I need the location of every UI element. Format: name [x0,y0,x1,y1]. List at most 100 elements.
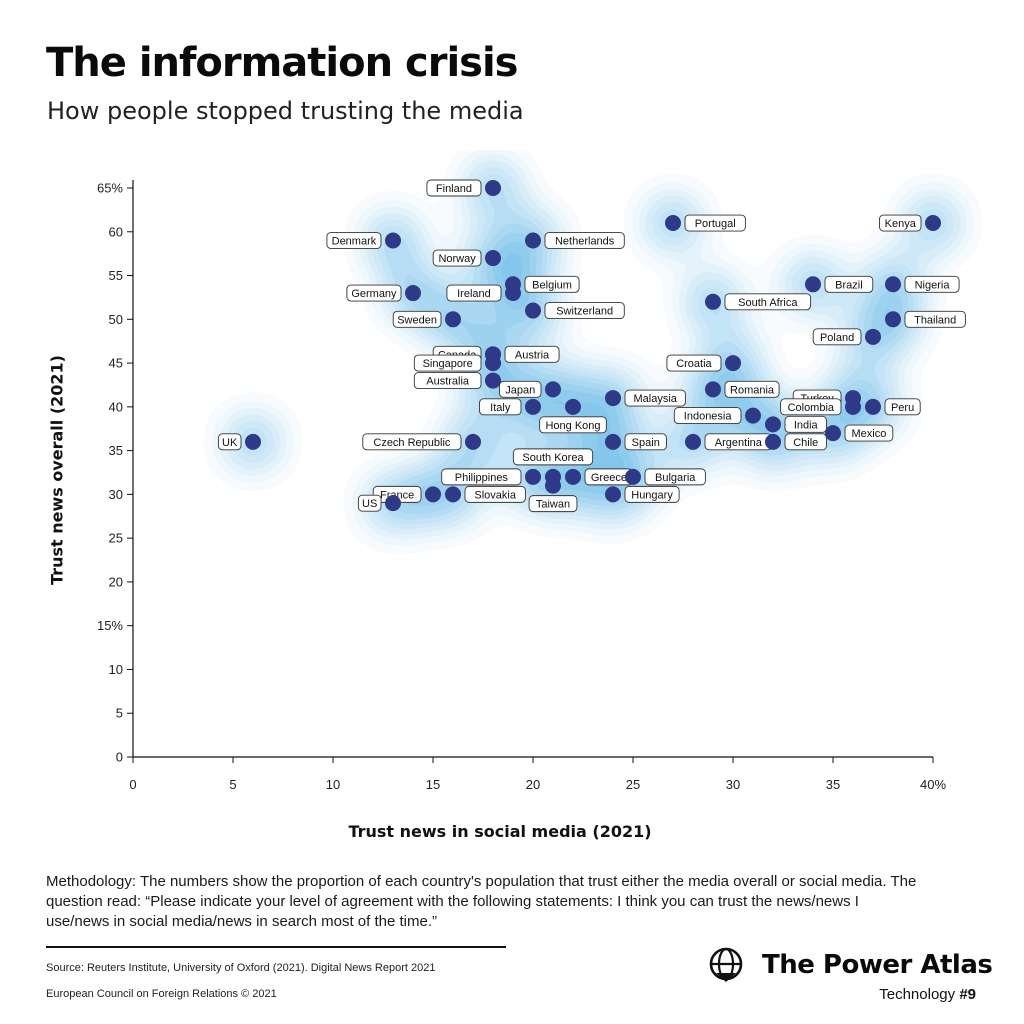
point-label: Czech Republic [373,437,451,449]
data-point-slovakia [445,486,461,503]
copyright-note: European Council on Foreign Relations © … [46,988,277,1000]
data-point-philippines [525,468,541,485]
x-tick-label-4: 20 [526,777,540,792]
point-label-box [624,485,680,503]
data-point-us [385,495,401,512]
y-tick-label-12: 60 [109,224,123,239]
point-label-box [217,433,242,451]
point-label: Colombia [788,402,835,414]
point-label: Norway [438,253,476,265]
y-tick-label-10: 50 [109,312,123,327]
data-point-argentina [685,433,701,450]
point-label: Kenya [885,218,917,230]
point-label: Slovakia [474,489,516,501]
point-label: Ireland [457,288,491,300]
point-label: Austria [515,349,550,361]
x-tick-label-0: 0 [129,777,136,792]
data-point-croatia [725,355,741,372]
point-label-box [504,345,560,363]
brand-logo: The Power Atlas [706,944,993,988]
point-label-box [464,485,526,503]
point-label-box [784,433,827,451]
point-label: Greece [591,472,627,484]
point-label-box [446,284,502,302]
point-label: Sweden [397,314,437,326]
data-point-south-africa [705,293,721,310]
globe-icon [709,947,743,982]
x-tick-label-5: 25 [626,777,640,792]
point-label: Netherlands [555,236,615,248]
data-point-sweden [445,311,461,328]
point-label: Mexico [851,428,886,440]
data-point-australia [485,372,501,389]
y-tick-label-1: 5 [116,706,123,721]
point-label-box [780,398,842,416]
point-label: UK [222,437,238,449]
point-label-box [724,293,812,311]
y-tick-label-13: 65% [97,181,123,196]
point-label-box [812,328,862,346]
point-label: Portugal [695,218,736,230]
data-point-netherlands [525,232,541,249]
point-label-box [326,232,382,249]
data-point-bulgaria [625,468,641,485]
point-label: Singapore [423,358,473,370]
x-tick-label-6: 30 [726,777,740,792]
data-point-denmark [385,232,401,249]
y-axis-title-wrap: Trust news overall (2021) [44,355,70,585]
point-label: Italy [490,402,511,414]
point-label-box [357,494,382,512]
data-point-colombia [845,398,861,415]
x-tick-label-2: 10 [326,777,340,792]
point-label: Chile [793,437,818,449]
point-label-box [684,214,746,232]
point-label: Thailand [914,314,956,326]
point-label-box [544,302,625,320]
point-label-box [512,448,594,466]
point-label-box [528,495,578,513]
data-point-finland [485,180,501,196]
point-label-box [624,389,686,407]
data-point-thailand [885,311,901,328]
data-point-switzerland [525,302,541,319]
y-tick-label-3: 15% [97,618,123,633]
point-label-box [362,433,462,451]
data-point-nigeria [885,276,901,293]
point-label-box [432,249,482,267]
series-number: #9 [959,986,976,1003]
y-tick-label-0: 0 [116,750,123,765]
data-point-romania [705,381,721,398]
point-label-box [904,275,960,293]
x-tick-label-8: 40% [920,777,946,792]
data-point-portugal [665,215,681,232]
data-point-poland [865,328,881,345]
series-prefix: Technology [879,986,960,1003]
axes: 0 5 10 15 20 25 30 35 40% 0 5 10 15% 20 25 30 35 40 45 50 55… [97,180,946,792]
x-tick-label-7: 35 [826,777,840,792]
data-point-indonesia [745,407,761,424]
data-point-india [765,416,781,433]
point-label: Germany [351,288,397,300]
point-label-box [413,372,482,390]
point-label-box [624,433,667,451]
chart-title: The information crisis [46,40,518,86]
point-label: Romania [730,384,775,396]
point-label-box [499,380,542,398]
point-label: Hong Kong [545,420,600,432]
point-label: India [794,419,819,431]
data-point-hong-kong [565,398,581,415]
data-point-france [425,486,441,503]
point-label: Indonesia [684,411,733,423]
point-label-box [544,232,625,249]
point-label-box [904,310,966,328]
footer-divider [46,946,506,948]
scatter-chart: 0 5 10 15 20 25 30 35 40% 0 5 10 15% 20 25 30 35 40 45 50 55… [97,162,966,792]
data-point-hungary [605,486,621,503]
data-point-mexico [825,425,841,442]
y-tick-label-5: 25 [109,531,123,546]
point-label: South Korea [522,452,584,464]
point-label: Philippines [455,472,509,484]
point-label: Malaysia [633,393,677,405]
y-tick-label-2: 10 [109,662,123,677]
data-point-malaysia [605,390,621,407]
